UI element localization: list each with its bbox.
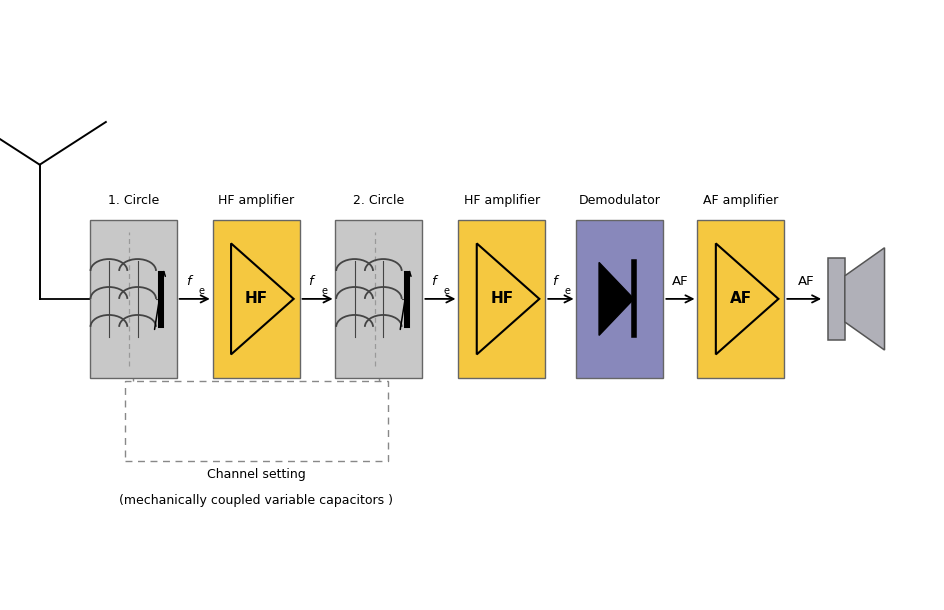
Text: Demodulator: Demodulator (579, 195, 660, 207)
Text: f: f (551, 275, 556, 288)
Text: HF amplifier: HF amplifier (218, 195, 294, 207)
Text: AF: AF (797, 275, 814, 288)
Text: Channel setting: Channel setting (207, 468, 305, 481)
Text: (mechanically coupled variable capacitors ): (mechanically coupled variable capacitor… (119, 494, 393, 507)
Text: f: f (309, 275, 312, 288)
Text: HF: HF (490, 292, 513, 306)
Polygon shape (477, 243, 539, 354)
Text: AF: AF (729, 292, 751, 306)
Text: HF amplifier: HF amplifier (464, 195, 539, 207)
Bar (697, 220, 784, 378)
Text: AF: AF (671, 275, 688, 288)
Bar (90, 220, 177, 378)
Bar (212, 220, 299, 378)
Text: 1. Circle: 1. Circle (108, 195, 159, 207)
Text: e: e (564, 287, 570, 296)
Bar (827, 257, 844, 340)
Text: e: e (321, 287, 327, 296)
Bar (125, 381, 387, 461)
Text: e: e (198, 287, 204, 296)
Text: 2. Circle: 2. Circle (353, 195, 404, 207)
Bar (576, 220, 663, 378)
Text: HF: HF (244, 292, 267, 306)
Text: AF amplifier: AF amplifier (702, 195, 778, 207)
Polygon shape (231, 243, 294, 354)
Text: e: e (444, 287, 449, 296)
Polygon shape (598, 262, 633, 336)
Bar (458, 220, 545, 378)
Text: f: f (186, 275, 190, 288)
Text: f: f (431, 275, 435, 288)
Polygon shape (716, 243, 778, 354)
Bar (335, 220, 422, 378)
Polygon shape (844, 248, 884, 350)
